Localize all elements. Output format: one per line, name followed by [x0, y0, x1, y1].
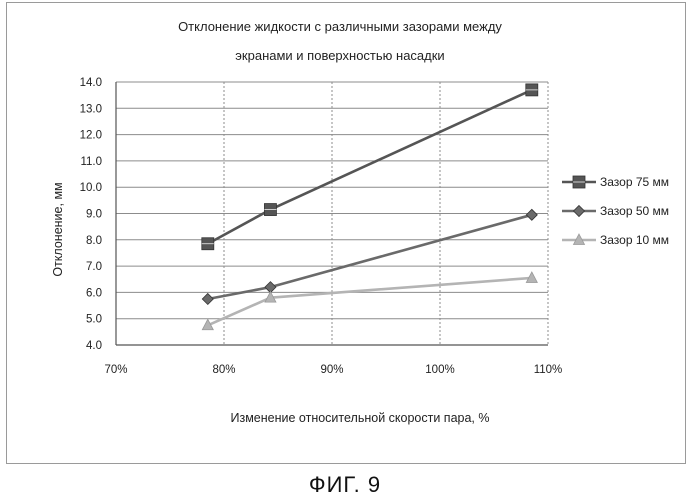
- y-axis-label: Отклонение, мм: [51, 182, 65, 276]
- legend-item: Зазор 50 мм: [562, 204, 669, 218]
- legend-marker: [574, 206, 585, 217]
- grid-lines: [116, 82, 548, 345]
- y-tick-label: 7.0: [86, 261, 102, 273]
- x-tick-label: 100%: [425, 364, 454, 376]
- x-axis-ticks: 70% 80% 90% 100% 110%: [104, 364, 562, 376]
- legend-item: Зазор 75 мм: [562, 175, 669, 189]
- y-axis-ticks: 4.0 5.0 6.0 7.0 8.0 9.0 10.0 11.0 12.0 13.0 14.0: [80, 77, 102, 352]
- series-line: [208, 215, 532, 299]
- x-axis-label: Изменение относительной скорости пара, %: [231, 411, 490, 425]
- x-tick-label: 90%: [320, 364, 343, 376]
- y-tick-label: 5.0: [86, 314, 102, 326]
- y-tick-label: 4.0: [86, 340, 102, 352]
- y-tick-label: 8.0: [86, 235, 102, 247]
- y-tick-label: 13.0: [80, 103, 102, 115]
- legend-label: Зазор 10 мм: [600, 233, 669, 247]
- y-tick-label: 11.0: [80, 156, 102, 168]
- figure-caption: ФИГ. 9: [0, 472, 690, 498]
- y-tick-label: 12.0: [80, 130, 102, 142]
- legend-label: Зазор 75 мм: [600, 175, 669, 189]
- y-tick-label: 6.0: [86, 287, 102, 299]
- data-point-diamond: [202, 293, 213, 304]
- y-tick-label: 10.0: [80, 182, 102, 194]
- legend: Зазор 75 мм Зазор 50 мм Зазор 10 мм: [562, 175, 669, 247]
- series-line: [208, 90, 532, 244]
- x-tick-label: 110%: [534, 364, 563, 376]
- y-tick-label: 14.0: [80, 77, 102, 89]
- x-tick-label: 70%: [104, 364, 127, 376]
- legend-item: Зазор 10 мм: [562, 233, 669, 247]
- x-tick-label: 80%: [212, 364, 235, 376]
- y-tick-label: 9.0: [86, 209, 102, 221]
- data-point-diamond: [526, 209, 537, 220]
- series-line: [208, 278, 532, 325]
- series-3: [202, 272, 537, 330]
- legend-label: Зазор 50 мм: [600, 204, 669, 218]
